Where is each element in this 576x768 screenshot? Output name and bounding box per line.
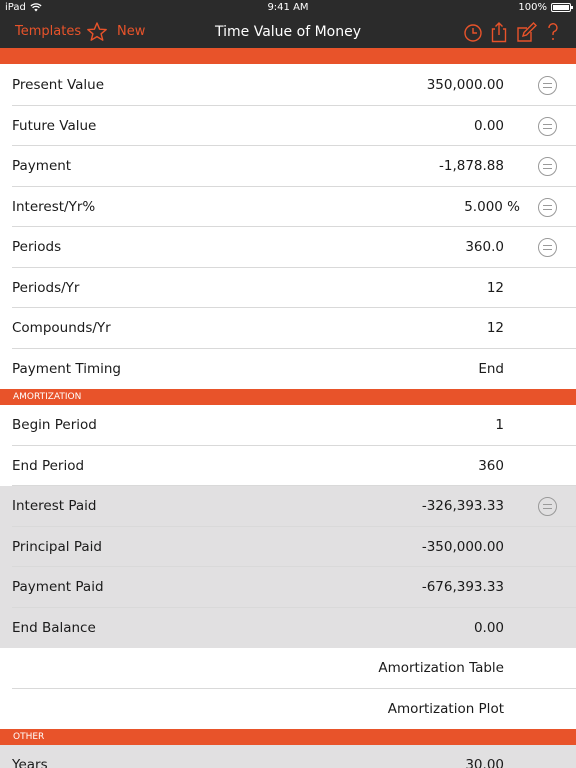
row-label: Begin Period xyxy=(12,417,97,433)
row-payment-paid: Payment Paid -676,393.33 xyxy=(0,567,576,608)
section-header-amortization: AMORTIZATION xyxy=(0,389,576,405)
section-header-other: OTHER xyxy=(0,729,576,745)
row-label: Compounds/Yr xyxy=(12,320,111,336)
status-time: 9:41 AM xyxy=(267,2,309,13)
row-principal-paid: Principal Paid -350,000.00 xyxy=(0,526,576,567)
amortization-table-label[interactable]: Amortization Table xyxy=(378,660,504,676)
divider xyxy=(12,307,576,308)
amortization-plot-link[interactable]: Amortization Plot xyxy=(0,689,576,730)
row-value[interactable]: 12 xyxy=(486,320,504,336)
battery-percent: 100% xyxy=(518,2,547,13)
row-label: Payment Paid xyxy=(12,579,104,595)
edit-icon[interactable] xyxy=(515,21,537,43)
row-payment-timing[interactable]: Payment Timing End xyxy=(0,349,576,390)
row-label: Future Value xyxy=(12,117,97,134)
row-interest-paid: Interest Paid -326,393.33 xyxy=(0,486,576,527)
row-label: Interest/Yr% xyxy=(12,198,96,215)
device-name: iPad xyxy=(5,2,26,13)
help-icon[interactable] xyxy=(542,21,564,43)
clear-icon[interactable] xyxy=(538,238,557,257)
row-payment[interactable]: Payment -1,878.88 xyxy=(0,146,576,187)
clear-icon[interactable] xyxy=(538,497,557,516)
row-label: Periods xyxy=(12,239,62,255)
row-value: 30.00 xyxy=(465,757,504,768)
clear-icon[interactable] xyxy=(538,76,557,95)
divider xyxy=(12,266,576,268)
divider xyxy=(12,606,576,608)
top-accent-bar xyxy=(0,48,576,64)
row-periods-per-yr[interactable]: Periods/Yr 12 xyxy=(0,268,576,308)
clear-icon[interactable] xyxy=(538,157,557,176)
divider xyxy=(12,444,576,446)
status-bar: iPad 9:41 AM 100% xyxy=(0,0,576,16)
row-begin-period[interactable]: Begin Period 1 xyxy=(0,405,576,446)
amortization-plot-label[interactable]: Amortization Plot xyxy=(387,700,504,717)
divider xyxy=(12,145,576,146)
row-value[interactable]: 360 xyxy=(478,457,504,474)
row-value: -676,393.33 xyxy=(421,579,504,595)
amortization-table-link[interactable]: Amortization Table xyxy=(0,648,576,689)
row-label: End Period xyxy=(12,457,85,474)
row-value: -326,393.33 xyxy=(421,498,504,514)
share-icon[interactable] xyxy=(488,21,510,43)
row-compounds-per-yr[interactable]: Compounds/Yr 12 xyxy=(0,308,576,349)
row-label: Principal Paid xyxy=(12,538,102,555)
row-label: Periods/Yr xyxy=(12,279,80,296)
divider xyxy=(12,687,576,689)
row-end-period[interactable]: End Period 360 xyxy=(0,446,576,486)
divider xyxy=(12,226,576,227)
row-label: Interest Paid xyxy=(12,498,97,514)
divider xyxy=(12,566,576,567)
row-value[interactable]: End xyxy=(478,360,504,377)
row-years: Years 30.00 xyxy=(0,745,576,768)
row-value[interactable]: 350,000.00 xyxy=(426,77,504,93)
row-present-value[interactable]: Present Value 350,000.00 xyxy=(0,65,576,106)
row-value[interactable]: 5.000 % xyxy=(464,198,520,215)
wifi-icon xyxy=(30,3,42,12)
row-label: End Balance xyxy=(12,619,96,636)
star-icon[interactable] xyxy=(86,21,108,43)
new-button[interactable]: New xyxy=(117,24,146,39)
row-label: Payment Timing xyxy=(12,360,122,377)
divider xyxy=(12,104,576,106)
clear-icon[interactable] xyxy=(538,197,557,217)
row-value[interactable]: 0.00 xyxy=(473,117,504,134)
row-future-value[interactable]: Future Value 0.00 xyxy=(0,106,576,146)
clock-icon[interactable] xyxy=(462,21,484,43)
row-value: -350,000.00 xyxy=(421,538,504,555)
divider xyxy=(12,185,576,187)
row-periods[interactable]: Periods 360.0 xyxy=(0,227,576,268)
row-value[interactable]: 360.0 xyxy=(465,239,504,255)
row-interest-yr[interactable]: Interest/Yr% 5.000 % xyxy=(0,187,576,227)
clear-icon[interactable] xyxy=(538,116,557,136)
nav-bar: Templates New Time Value of Money xyxy=(0,16,576,48)
row-value[interactable]: 1 xyxy=(495,417,504,433)
page-title: Time Value of Money xyxy=(215,24,361,40)
divider xyxy=(12,525,576,527)
divider xyxy=(12,485,576,486)
row-label: Years xyxy=(12,757,48,768)
templates-button[interactable]: Templates xyxy=(15,24,82,39)
row-label: Payment xyxy=(12,158,72,174)
row-value[interactable]: -1,878.88 xyxy=(439,158,504,174)
battery-icon xyxy=(551,3,573,12)
row-label: Present Value xyxy=(12,77,105,93)
divider xyxy=(12,347,576,349)
row-value: 0.00 xyxy=(473,619,504,636)
row-end-balance: End Balance 0.00 xyxy=(0,607,576,648)
row-value[interactable]: 12 xyxy=(486,279,504,296)
